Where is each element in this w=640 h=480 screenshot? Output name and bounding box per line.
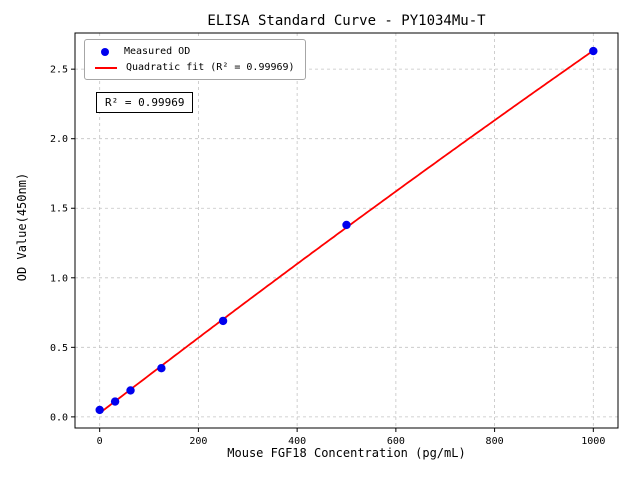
axes-frame — [74, 32, 619, 429]
data-point — [110, 397, 120, 406]
data-point — [342, 220, 351, 230]
scatter-marker-icon — [101, 47, 109, 56]
data-point — [218, 316, 228, 326]
x-tick-label: 400 — [288, 436, 306, 447]
y-axis-label: OD Value(450nm) — [15, 172, 29, 282]
y-tick-label: 2.0 — [50, 134, 68, 145]
x-tick-label: 1000 — [581, 436, 605, 447]
data-point — [95, 405, 104, 415]
r-squared-annotation: R² = 0.99969 — [96, 92, 194, 113]
legend-label-quadratic-fit: Quadratic fit (R² = 0.99969) — [126, 62, 295, 73]
y-tick-label: 1.5 — [50, 204, 68, 215]
y-tick-label: 0.5 — [50, 343, 68, 354]
x-axis-label: Mouse FGF18 Concentration (pg/mL) — [227, 446, 466, 460]
x-tick-label: 0 — [97, 436, 103, 447]
y-tick-label: 2.5 — [50, 65, 68, 76]
legend-entry-measured-od: Measured OD — [95, 46, 295, 57]
line-marker-icon — [95, 66, 117, 69]
y-tick-label: 1.0 — [50, 273, 68, 284]
legend-label-measured-od: Measured OD — [124, 46, 191, 57]
x-tick-label: 600 — [387, 436, 405, 447]
data-point — [157, 363, 166, 373]
x-tick-label: 800 — [486, 436, 504, 447]
chart-title: ELISA Standard Curve - PY1034Mu-T — [207, 13, 486, 29]
data-point — [126, 386, 135, 395]
legend: Measured OD Quadratic fit (R² = 0.99969) — [84, 39, 306, 80]
y-tick-label: 0.0 — [50, 412, 68, 423]
data-point — [589, 46, 598, 56]
legend-entry-quadratic-fit: Quadratic fit (R² = 0.99969) — [95, 62, 295, 73]
x-tick-label: 200 — [189, 436, 207, 447]
